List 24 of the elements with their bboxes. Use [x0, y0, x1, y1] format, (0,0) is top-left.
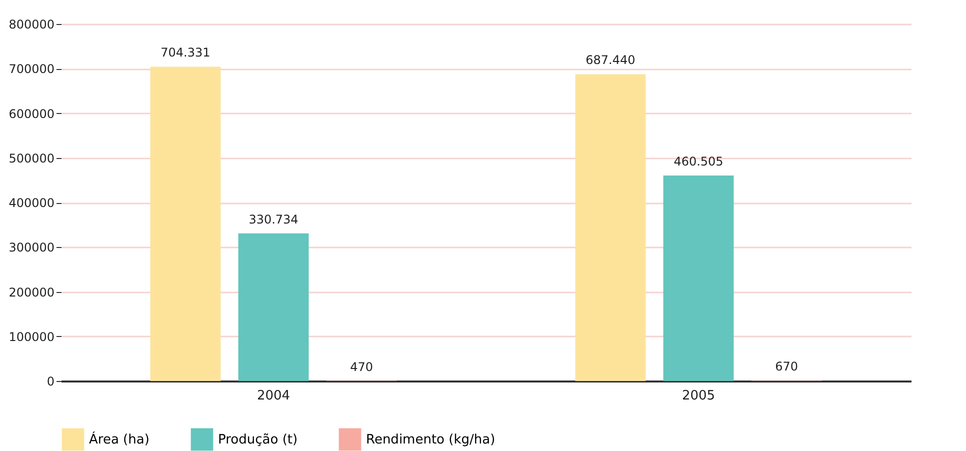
- data-label: 330.734: [248, 212, 298, 226]
- bar: [238, 233, 309, 381]
- legend-label: Área (ha): [89, 430, 150, 448]
- legend-label: Produção (t): [218, 432, 298, 448]
- bar: [150, 66, 221, 381]
- data-label: 704.331: [160, 46, 210, 60]
- y-tick-label: 500000: [8, 151, 54, 166]
- legend-label: Rendimento (kg/ha): [366, 432, 496, 448]
- y-tick-label: 0: [46, 374, 54, 388]
- y-tick-label: 300000: [8, 240, 54, 255]
- bar: [575, 74, 646, 381]
- y-tick-label: 200000: [8, 285, 54, 300]
- x-tick-label: 2004: [256, 388, 290, 404]
- y-tick-label: 600000: [8, 106, 54, 121]
- data-label: 460.505: [674, 154, 724, 168]
- y-tick-label: 800000: [8, 18, 54, 32]
- y-tick-label: 700000: [8, 62, 54, 76]
- bar: [663, 176, 734, 381]
- data-label: 470: [350, 360, 373, 374]
- x-tick-label: 2005: [682, 388, 716, 404]
- data-label: 670: [775, 360, 798, 374]
- y-tick-label: 100000: [8, 330, 54, 344]
- data-label: 687.440: [586, 53, 636, 68]
- y-tick-label: 400000: [8, 196, 54, 210]
